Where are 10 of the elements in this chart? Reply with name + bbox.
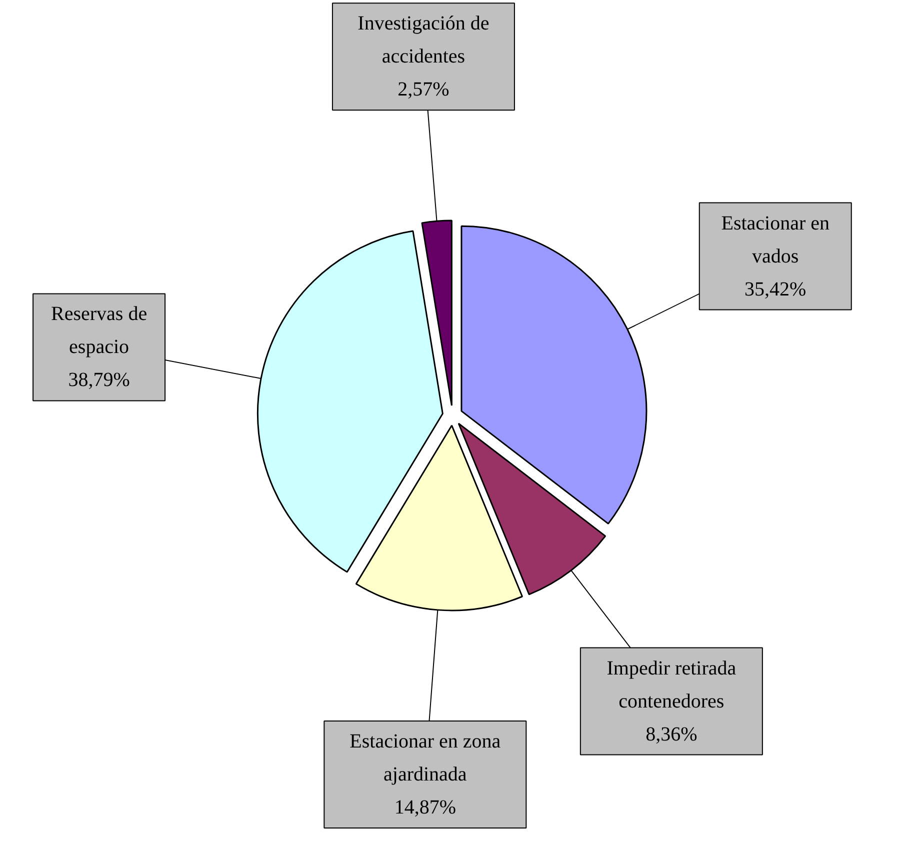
slice-label: Impedir retirada contenedores	[606, 657, 736, 712]
slice-label: Estacionar en vados	[721, 212, 830, 268]
slice-label: Reservas de espacio	[51, 303, 148, 358]
slice-label: Estacionar en zona ajardinada	[350, 730, 501, 786]
data-label: 35,42%	[744, 278, 806, 300]
data-label: 8,36%	[646, 723, 698, 746]
data-label: 2,57%	[398, 78, 450, 101]
slice-label: Investigación de accidentes	[358, 12, 490, 68]
data-label: 38,79%	[68, 369, 130, 392]
data-label: 14,87%	[394, 796, 456, 818]
